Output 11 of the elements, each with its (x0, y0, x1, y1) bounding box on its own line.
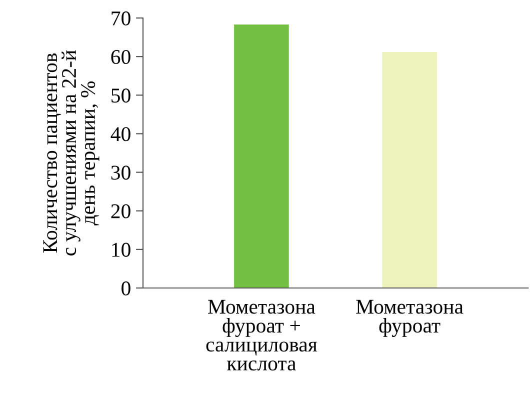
x-tick-label: Мометазона фуроат (356, 300, 464, 337)
y-tick-label: 20 (111, 204, 130, 218)
y-tick-label: 70 (112, 11, 130, 26)
y-tick-label: 40 (110, 127, 130, 142)
y-axis-title: Количество пациентов с улучшениями на 22-й день терапии, % (43, 50, 100, 256)
y-tick-label: 60 (111, 50, 130, 64)
y-tick-label: 50 (112, 88, 130, 103)
y-tick-label: 30 (111, 166, 130, 180)
x-tick-label: Мометазона фуроат + салициловая кислота (206, 300, 318, 371)
y-tick-label: 10 (112, 242, 130, 257)
y-tick-label: 0 (122, 281, 130, 296)
